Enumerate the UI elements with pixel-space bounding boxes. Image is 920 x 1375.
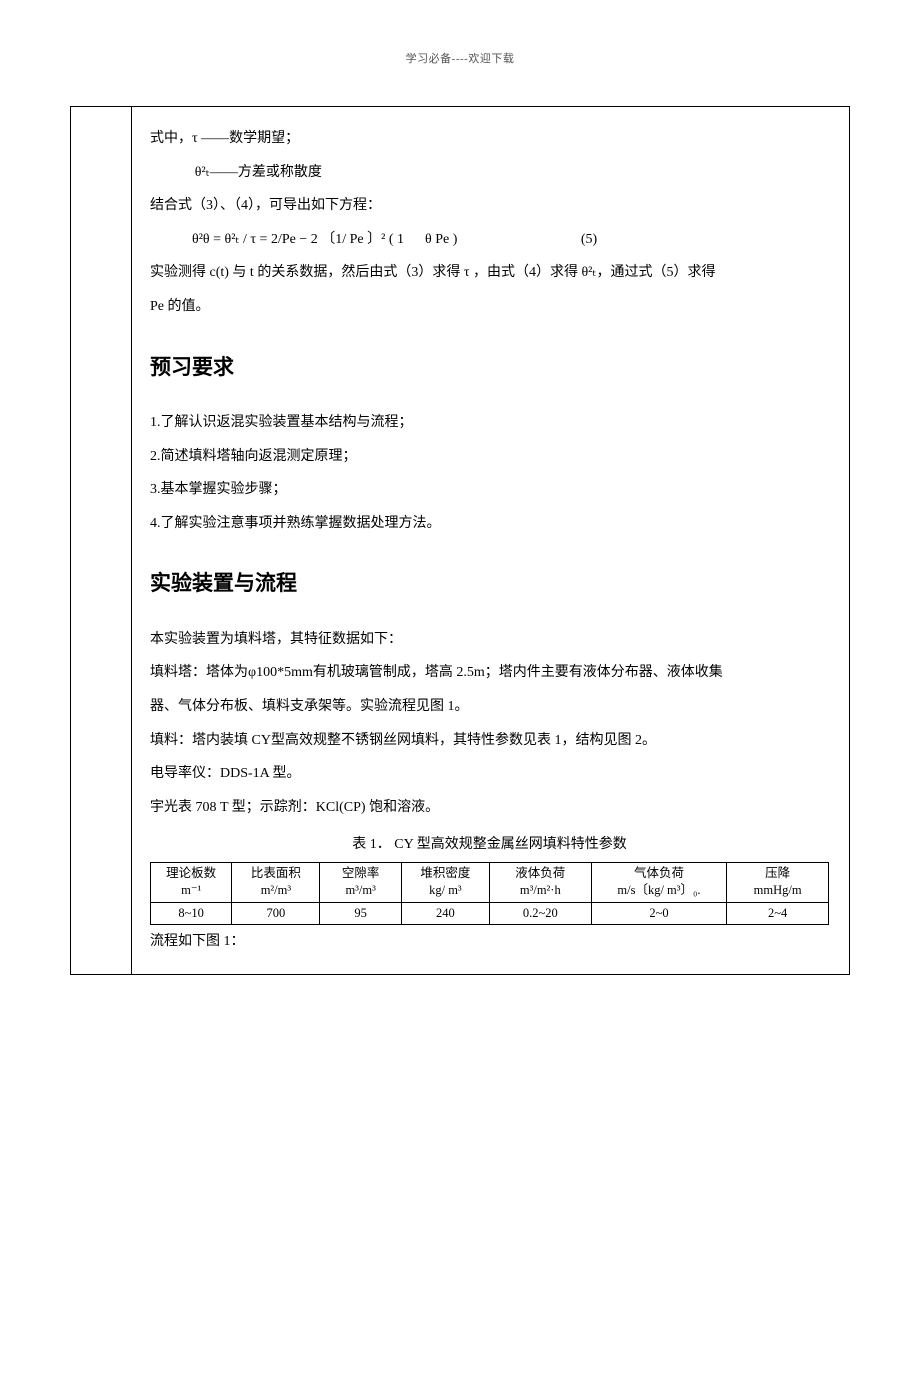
equation-5: θ²θ = θ²ₜ / τ = 2/Pe − 2 〔1/ Pe 〕² ( 1 θ… <box>150 223 829 257</box>
left-margin-column <box>71 107 132 974</box>
table-data-cell: 2~0 <box>591 902 727 925</box>
preview-item-4: 4.了解实验注意事项并熟练掌握数据处理方法。 <box>150 507 829 541</box>
preview-item-2: 2.简述填料塔轴向返混测定原理； <box>150 440 829 474</box>
table-header-cell: 气体负荷m/s〔kg/ m³〕₀. <box>591 862 727 902</box>
apparatus-p5: 电导率仪：DDS-1A 型。 <box>150 757 829 791</box>
table-data-cell: 700 <box>232 902 320 925</box>
table-header-cell: 压降mmHg/m <box>727 862 829 902</box>
apparatus-p1: 本实验装置为填料塔，其特征数据如下： <box>150 623 829 657</box>
section-apparatus-title: 实验装置与流程 <box>150 558 829 608</box>
table-data-cell: 95 <box>320 902 401 925</box>
apparatus-p2: 填料塔：塔体为φ100*5mm有机玻璃管制成，塔高 2.5m；塔内件主要有液体分… <box>150 656 829 690</box>
table-header-cell: 堆积密度kg/ m³ <box>401 862 489 902</box>
result-sentence-1: 实验测得 c(t) 与 t 的关系数据，然后由式（3）求得 τ ，由式（4）求得… <box>150 256 829 290</box>
result-sentence-2: Pe 的值。 <box>150 290 829 324</box>
flow-fig-sentence: 流程如下图 1： <box>150 925 829 959</box>
page-header-note: 学习必备----欢迎下载 <box>70 50 850 66</box>
table-header-cell: 液体负荷m³/m²·h <box>489 862 591 902</box>
table-1: 理论板数m⁻¹比表面积m²/m³空隙率m³/m³堆积密度kg/ m³液体负荷m³… <box>150 862 829 926</box>
preview-item-3: 3.基本掌握实验步骤； <box>150 473 829 507</box>
preview-item-1: 1.了解认识返混实验装置基本结构与流程； <box>150 406 829 440</box>
definition-theta: θ²ₜ——方差或称散度 <box>150 156 829 190</box>
apparatus-p4: 填料：塔内装填 CY型高效规整不锈钢丝网填料，其特性参数见表 1，结构见图 2。 <box>150 724 829 758</box>
main-content-column: 式中，τ ——数学期望； θ²ₜ——方差或称散度 结合式（3）、（4），可导出如… <box>132 107 849 974</box>
document-page: 学习必备----欢迎下载 式中，τ ——数学期望； θ²ₜ——方差或称散度 结合… <box>0 0 920 1375</box>
table-data-cell: 0.2~20 <box>489 902 591 925</box>
apparatus-p6: 宇光表 708 T 型；示踪剂：KCl(CP) 饱和溶液。 <box>150 791 829 825</box>
table-header-row: 理论板数m⁻¹比表面积m²/m³空隙率m³/m³堆积密度kg/ m³液体负荷m³… <box>151 862 829 902</box>
table-data-cell: 2~4 <box>727 902 829 925</box>
content-frame: 式中，τ ——数学期望； θ²ₜ——方差或称散度 结合式（3）、（4），可导出如… <box>70 106 850 975</box>
table-header-cell: 空隙率m³/m³ <box>320 862 401 902</box>
table-data-row: 8~10700952400.2~202~02~4 <box>151 902 829 925</box>
table-header-cell: 比表面积m²/m³ <box>232 862 320 902</box>
table-data-cell: 8~10 <box>151 902 232 925</box>
definition-tau: 式中，τ ——数学期望； <box>150 122 829 156</box>
table-1-caption: 表 1． CY 型高效规整金属丝网填料特性参数 <box>150 828 829 862</box>
section-preview-title: 预习要求 <box>150 342 829 392</box>
equation-5-expr: θ²θ = θ²ₜ / τ = 2/Pe − 2 〔1/ Pe 〕² ( 1 θ… <box>192 232 457 247</box>
combine-sentence: 结合式（3）、（4），可导出如下方程： <box>150 189 829 223</box>
table-data-cell: 240 <box>401 902 489 925</box>
table-header-cell: 理论板数m⁻¹ <box>151 862 232 902</box>
equation-5-number: (5) <box>581 223 597 257</box>
apparatus-p3: 器、气体分布板、填料支承架等。实验流程见图 1。 <box>150 690 829 724</box>
